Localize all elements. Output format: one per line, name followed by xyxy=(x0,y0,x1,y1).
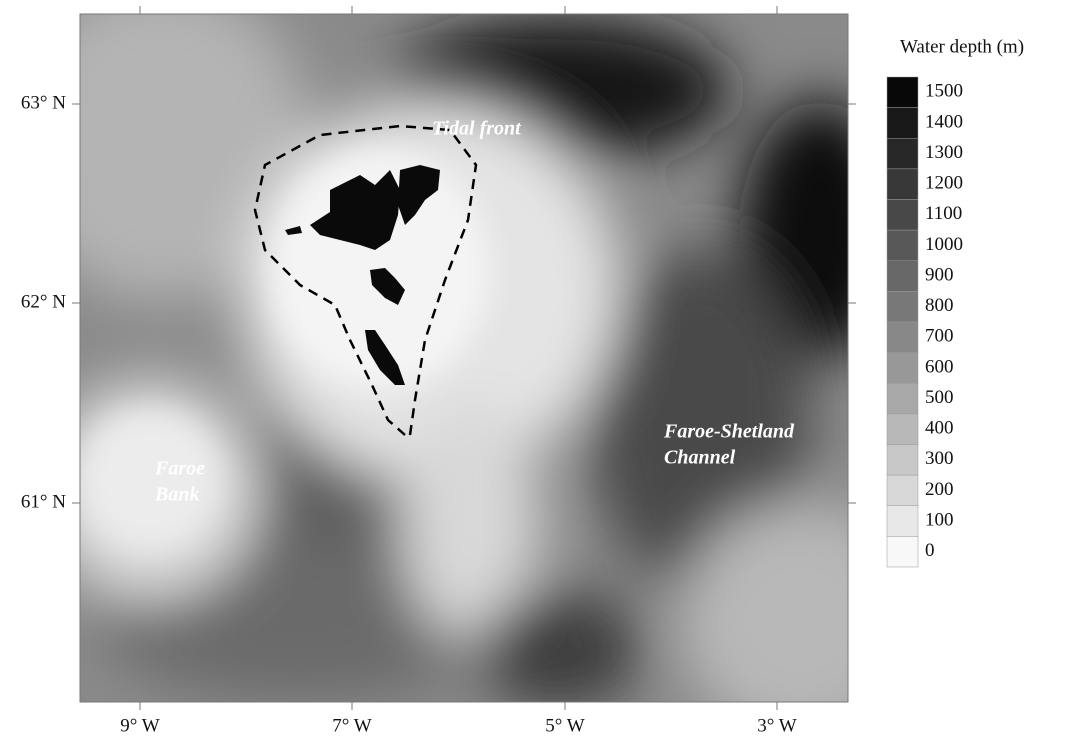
faroe-bank-label: Faroe xyxy=(154,458,205,480)
map-figure: 9° W 7° W 5° W 3° W 63° N 62° N 61° N Tidal fr… xyxy=(0,0,1073,745)
channel-label: Channel xyxy=(664,447,736,469)
legend-swatch xyxy=(887,353,918,384)
legend-swatch xyxy=(887,383,918,414)
legend-label: 1300 xyxy=(925,142,963,163)
legend-swatch xyxy=(887,414,918,445)
lon-label: 5° W xyxy=(545,715,585,736)
tidal-front-label: Tidal front xyxy=(432,118,522,140)
legend-label: 0 xyxy=(925,540,935,561)
legend-label: 1500 xyxy=(925,81,963,102)
faroe-bank-label: Bank xyxy=(154,484,199,506)
legend-label: 600 xyxy=(925,356,954,377)
legend-swatch xyxy=(887,445,918,476)
legend-swatch xyxy=(887,506,918,537)
legend-swatch xyxy=(887,138,918,169)
legend-label: 100 xyxy=(925,509,954,530)
legend-label: 1000 xyxy=(925,234,963,255)
legend-swatch xyxy=(887,291,918,322)
legend-swatch xyxy=(887,322,918,353)
legend-swatch xyxy=(887,230,918,261)
legend-swatch xyxy=(887,77,918,108)
legend-swatch xyxy=(887,536,918,567)
legend-label: 1100 xyxy=(925,203,962,224)
legend-label: 900 xyxy=(925,264,954,285)
legend-swatch xyxy=(887,108,918,139)
legend-title: Water depth (m) xyxy=(900,36,1024,57)
legend-label: 400 xyxy=(925,418,954,439)
legend-label: 700 xyxy=(925,326,954,347)
legend-label: 1400 xyxy=(925,111,963,132)
lon-label: 9° W xyxy=(120,715,160,736)
legend-label: 500 xyxy=(925,387,954,408)
legend-swatch xyxy=(887,200,918,231)
lon-label: 3° W xyxy=(757,715,797,736)
lat-label: 62° N xyxy=(21,291,66,312)
legend-swatch xyxy=(887,475,918,506)
bathymetry xyxy=(10,0,920,740)
legend-swatch xyxy=(887,169,918,200)
lat-label: 63° N xyxy=(21,92,66,113)
legend-label: 300 xyxy=(925,448,954,469)
legend-label: 200 xyxy=(925,479,954,500)
channel-label: Faroe-Shetland xyxy=(663,421,795,443)
lon-label: 7° W xyxy=(332,715,372,736)
depth-legend: 1500140013001200110010009008007006005004… xyxy=(887,77,963,567)
legend-label: 800 xyxy=(925,295,954,316)
legend-label: 1200 xyxy=(925,173,963,194)
lat-label: 61° N xyxy=(21,491,66,512)
legend-swatch xyxy=(887,261,918,292)
